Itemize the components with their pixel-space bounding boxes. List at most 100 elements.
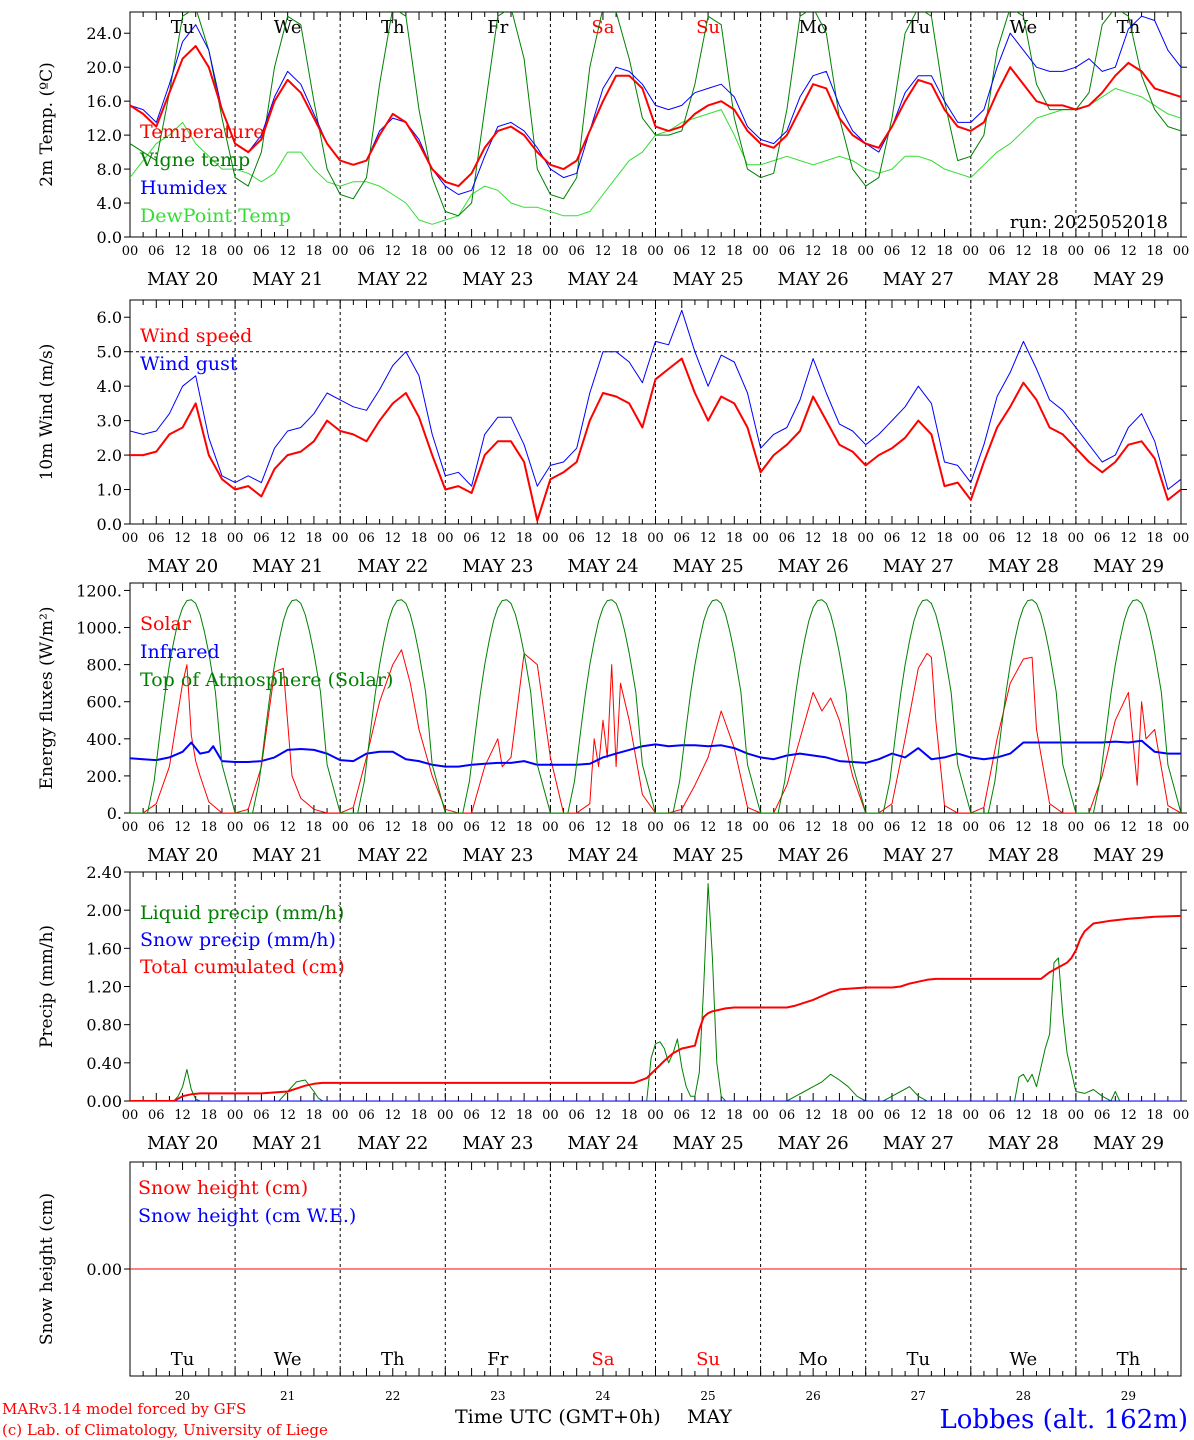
day-label-top: We [274,17,302,38]
x-axis-month: MAY [687,1406,732,1428]
energy-y-axis-label: Energy fluxes (W/m²) [37,607,57,790]
temp-y-axis-label: 2m Temp. (ºC) [37,62,57,187]
hour-tick-label: 00 [1068,1108,1085,1123]
y-tick-label: 3.0 [97,412,122,431]
hour-tick-label: 06 [989,244,1006,259]
hour-tick-label: 06 [989,1108,1006,1123]
hour-tick-label: 18 [516,244,533,259]
hour-tick-label: 12 [700,244,717,259]
day-number: 20 [175,1389,190,1403]
hour-tick-label: 06 [674,820,691,835]
date-label: MAY 21 [252,556,323,577]
hour-tick-label: 00 [1173,531,1190,546]
date-label: MAY 22 [357,1133,428,1154]
hour-tick-label: 00 [963,1108,980,1123]
hour-tick-label: 00 [437,1108,454,1123]
hour-tick-label: 00 [122,244,139,259]
day-label-top: Tu [171,17,195,38]
hour-tick-label: 00 [542,531,559,546]
hour-tick-label: 00 [122,531,139,546]
hour-tick-label: 12 [490,1108,507,1123]
hour-tick-label: 12 [1015,820,1032,835]
hour-tick-label: 00 [963,244,980,259]
hour-tick-label: 00 [1173,1108,1190,1123]
date-label: MAY 29 [1093,1133,1164,1154]
hour-tick-label: 18 [306,820,323,835]
hour-tick-label: 18 [1146,1108,1163,1123]
hour-tick-label: 18 [1041,244,1058,259]
hour-tick-label: 00 [1068,244,1085,259]
hour-tick-label: 06 [674,1108,691,1123]
hour-tick-label: 18 [831,1108,848,1123]
hour-tick-label: 12 [910,531,927,546]
hour-tick-label: 00 [857,244,874,259]
hour-tick-label: 18 [936,531,953,546]
hour-tick-label: 18 [1146,531,1163,546]
y-tick-label: 400. [86,730,122,749]
wind-y-axis-label: 10m Wind (m/s) [37,344,57,481]
precip-y-axis-label: Precip (mm/h) [37,925,57,1048]
y-tick-label: 24.0 [86,24,122,43]
day-label-top: Fr [487,17,508,38]
day-label-top: Th [381,17,405,38]
precip-legend-entry: Liquid precip (mm/h) [140,902,344,924]
hour-tick-label: 06 [253,531,270,546]
y-tick-label: 0.0 [97,515,122,534]
hour-tick-label: 18 [516,531,533,546]
hour-tick-label: 06 [674,531,691,546]
hour-tick-label: 06 [989,820,1006,835]
hour-tick-label: 00 [857,820,874,835]
hour-tick-label: 12 [700,1108,717,1123]
hour-tick-label: 18 [936,820,953,835]
day-label-bottom: We [1010,1349,1038,1370]
hour-tick-label: 00 [752,1108,769,1123]
date-label: MAY 21 [252,1133,323,1154]
y-tick-label: 200. [86,767,122,786]
hour-tick-label: 18 [306,244,323,259]
snow-panel: 0.00 Snow height (cm) Tu 20 We 21 Th 22 Fr 23 Sa 24… [37,1161,1187,1403]
y-tick-label: 0.40 [86,1054,122,1073]
hour-tick-label: 18 [201,820,218,835]
hour-tick-label: 06 [148,1108,165,1123]
y-tick-label: 12.0 [86,126,122,145]
date-label: MAY 23 [462,1133,533,1154]
date-label: MAY 20 [147,269,218,290]
y-tick-label: 800. [86,656,122,675]
panels: 0.0 4.0 8.0 12.0 16.0 20.0 24.0 2m Temp. (ºC) 00… [37,11,1190,1403]
hour-tick-label: 12 [279,820,296,835]
hour-tick-label: 18 [831,531,848,546]
y-tick-label: 4.0 [97,377,122,396]
date-label: MAY 21 [252,845,323,866]
day-label-bottom: Fr [487,1349,508,1370]
hour-tick-label: 12 [279,244,296,259]
wind-series-wind-speed [130,357,1181,522]
date-label: MAY 24 [567,556,638,577]
wind-legend-entry: Wind gust [140,353,238,375]
hour-tick-label: 06 [358,1108,375,1123]
hour-tick-label: 12 [1120,244,1137,259]
temp-legend-entry: Vigne temp [139,149,250,171]
date-label: MAY 20 [147,1133,218,1154]
hour-tick-label: 06 [463,531,480,546]
y-tick-label: 4.0 [97,194,122,213]
hour-tick-label: 12 [700,820,717,835]
hour-tick-label: 06 [989,531,1006,546]
day-label-top: Su [696,17,720,38]
date-label: MAY 27 [883,1133,954,1154]
y-tick-label: 2.00 [86,901,122,920]
day-number: 21 [280,1389,295,1403]
hour-tick-label: 18 [831,820,848,835]
hour-tick-label: 18 [201,531,218,546]
day-number: 24 [595,1389,611,1403]
day-number: 29 [1121,1389,1136,1403]
energy-legend-entry: Infrared [140,641,220,663]
hour-tick-label: 06 [884,820,901,835]
hour-tick-label: 00 [857,1108,874,1123]
hour-tick-label: 18 [306,1108,323,1123]
hour-tick-label: 18 [411,820,428,835]
hour-tick-label: 00 [752,820,769,835]
hour-tick-label: 00 [752,244,769,259]
date-label: MAY 28 [988,556,1059,577]
y-tick-label: 2.40 [86,863,122,882]
